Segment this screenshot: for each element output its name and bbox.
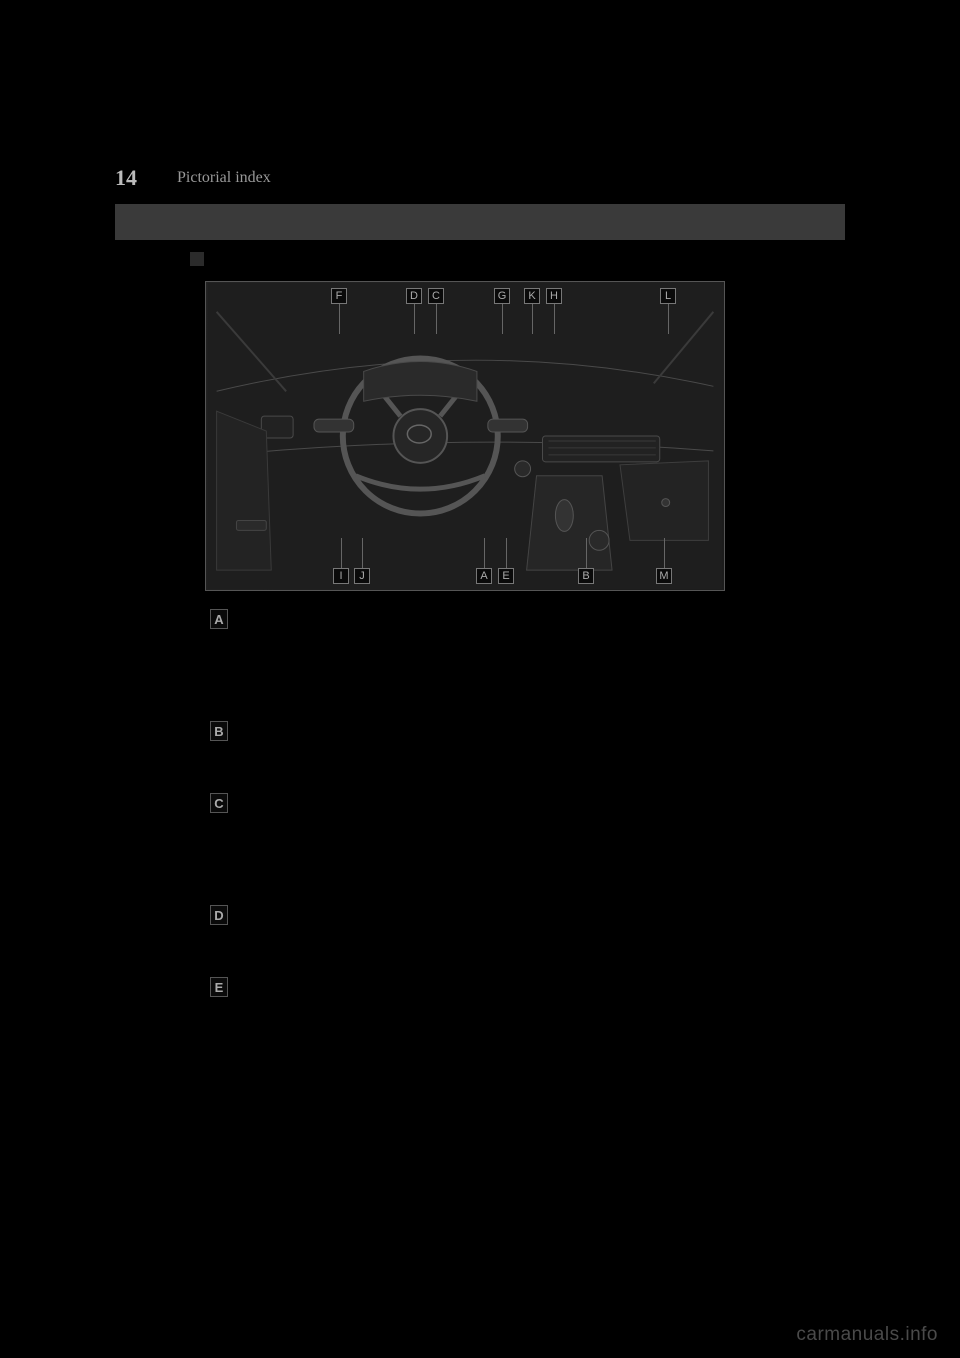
lead-line bbox=[339, 304, 340, 334]
lead-line bbox=[554, 304, 555, 334]
lead-line bbox=[414, 304, 415, 334]
item-list: A B C D E bbox=[115, 609, 845, 997]
callout-I: I bbox=[333, 568, 349, 584]
watermark-text: carmanuals.info bbox=[796, 1324, 938, 1346]
callout-F: F bbox=[331, 288, 347, 304]
square-marker-icon bbox=[190, 252, 204, 266]
index-item-D: D bbox=[210, 905, 845, 925]
callout-D: D bbox=[406, 288, 422, 304]
page-number: 14 bbox=[115, 165, 137, 191]
lead-line bbox=[668, 304, 669, 334]
index-item-C: C bbox=[210, 793, 845, 813]
callout-J: J bbox=[354, 568, 370, 584]
lead-line bbox=[362, 538, 363, 568]
lead-line bbox=[341, 538, 342, 568]
lead-line bbox=[502, 304, 503, 334]
manual-page: 14 Pictorial index bbox=[115, 160, 845, 1049]
dashboard-diagram: F DC GKH L IJ AE B M bbox=[205, 281, 725, 591]
item-badge-D: D bbox=[210, 905, 228, 925]
page-header: 14 Pictorial index bbox=[115, 160, 845, 196]
lead-line bbox=[506, 538, 507, 568]
callout-E: E bbox=[498, 568, 514, 584]
callout-L: L bbox=[660, 288, 676, 304]
lead-line bbox=[532, 304, 533, 334]
item-badge-B: B bbox=[210, 721, 228, 741]
section-band bbox=[115, 204, 845, 240]
callout-K: K bbox=[524, 288, 540, 304]
section-marker-row bbox=[115, 252, 845, 271]
callout-C: C bbox=[428, 288, 444, 304]
index-item-B: B bbox=[210, 721, 845, 741]
lead-line bbox=[586, 538, 587, 568]
callout-M: M bbox=[656, 568, 672, 584]
callout-B: B bbox=[578, 568, 594, 584]
lead-line bbox=[436, 304, 437, 334]
callout-H: H bbox=[546, 288, 562, 304]
item-badge-E: E bbox=[210, 977, 228, 997]
index-item-E: E bbox=[210, 977, 845, 997]
lead-line bbox=[484, 538, 485, 568]
item-badge-A: A bbox=[210, 609, 228, 629]
callout-A: A bbox=[476, 568, 492, 584]
dashboard-svg bbox=[206, 282, 724, 590]
index-item-A: A bbox=[210, 609, 845, 629]
item-badge-C: C bbox=[210, 793, 228, 813]
lead-line bbox=[664, 538, 665, 568]
header-title: Pictorial index bbox=[177, 169, 271, 187]
callout-G: G bbox=[494, 288, 510, 304]
